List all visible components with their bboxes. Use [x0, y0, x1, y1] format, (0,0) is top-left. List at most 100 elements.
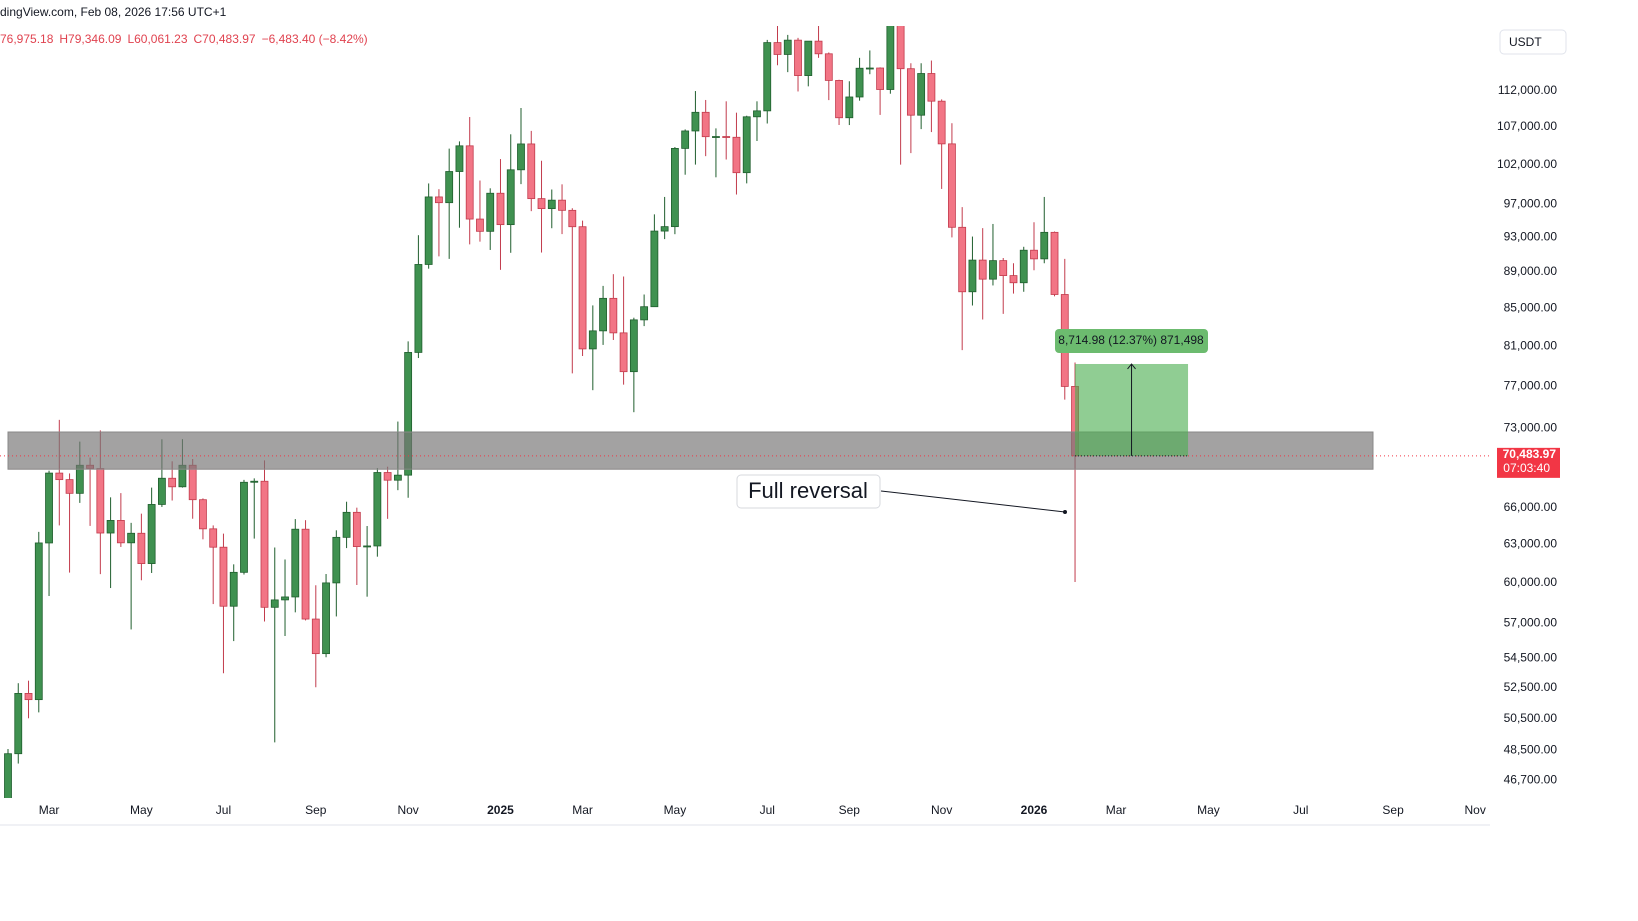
candle-body [609, 297, 618, 334]
candle-body [691, 111, 700, 132]
candle-body [363, 545, 372, 548]
y-tick-label: 77,000.00 [1504, 378, 1558, 392]
candle-body [424, 196, 433, 265]
candle-body [404, 352, 413, 476]
y-tick-label: 57,000.00 [1504, 615, 1558, 629]
x-tick-label: Mar [39, 803, 60, 817]
candle-body [352, 511, 361, 547]
ohlc-low: L60,061.23 [127, 32, 188, 46]
candle-body [14, 693, 23, 755]
y-tick-label: 102,000.00 [1497, 157, 1557, 171]
candle-body [753, 110, 761, 118]
candle-body [486, 192, 495, 232]
y-tick-label: 73,000.00 [1504, 420, 1558, 434]
candle-body [414, 264, 423, 353]
candle-body [599, 297, 607, 332]
candle-body [1040, 231, 1049, 260]
candle-body [311, 618, 320, 655]
x-tick-label: Mar [572, 803, 593, 817]
candle-body [906, 68, 915, 116]
candle-body [65, 479, 74, 494]
candle-body [322, 582, 330, 655]
y-tick-label: 85,000.00 [1504, 300, 1558, 314]
candle-body [455, 145, 464, 172]
measure-arrowhead [1127, 363, 1136, 370]
candle-body [517, 143, 525, 171]
candle-body [96, 468, 105, 534]
y-tick-label: 63,000.00 [1504, 536, 1558, 550]
x-tick-label: May [1197, 803, 1220, 817]
candle-body [1030, 249, 1038, 260]
candle-body [199, 499, 207, 530]
y-tick-label: 48,500.00 [1504, 743, 1558, 757]
candle-body [927, 73, 936, 102]
x-tick-label: May [664, 803, 687, 817]
candle-body [660, 226, 669, 232]
candle-body [342, 511, 351, 538]
candle-body [558, 199, 566, 211]
candle-body [1019, 249, 1028, 284]
candle-body [55, 472, 64, 481]
overlay: 8,714.98 (12.37%) 871,498 Full reversal [0, 328, 1490, 514]
candle-body [373, 472, 382, 547]
candle-body [619, 332, 628, 373]
candle-body [681, 130, 690, 149]
candle-body [219, 546, 228, 607]
callout-text: Full reversal [748, 478, 868, 503]
candle-body [917, 73, 926, 116]
last-price-tag [1497, 447, 1560, 478]
x-tick-label: Jul [216, 803, 231, 817]
y-tick-label: 54,500.00 [1504, 651, 1558, 665]
candle-body [937, 100, 946, 145]
candle-body [24, 693, 33, 701]
y-tick-label: 46,700.00 [1504, 772, 1558, 786]
candle-body [845, 96, 854, 119]
candle-body [824, 53, 833, 81]
x-tick-label: Nov [1465, 803, 1486, 817]
candle-body [896, 26, 905, 70]
y-tick-label: 52,500.00 [1504, 680, 1558, 694]
candle-body [1009, 275, 1018, 284]
currency-label: USDT [1509, 35, 1542, 49]
candle-body [240, 481, 248, 573]
candle-body [250, 480, 259, 483]
candle-body [814, 40, 823, 55]
candle-body [732, 136, 741, 174]
candle-body [968, 259, 977, 293]
candle-body [701, 111, 710, 138]
candle-body [168, 477, 177, 488]
x-tick-label: Jul [760, 803, 775, 817]
x-tick-label: Jul [1293, 803, 1308, 817]
x-tick-label: Sep [839, 803, 861, 817]
candle-body [260, 480, 269, 608]
currency-box[interactable] [1499, 29, 1567, 55]
candle-body [547, 199, 556, 210]
candle-body [978, 259, 987, 280]
ohlc-close: C70,483.97 [193, 32, 256, 46]
candle-body [527, 143, 536, 200]
x-tick-label: Sep [1382, 803, 1404, 817]
candle-body [4, 753, 12, 798]
candle-body [127, 532, 136, 544]
candle-body [712, 136, 720, 138]
y-tick-label: 50,500.00 [1504, 711, 1558, 725]
x-tick-label: May [130, 803, 153, 817]
candle-body [106, 520, 115, 534]
candle-body [435, 196, 443, 204]
callout-line [880, 490, 1066, 513]
candle-body [281, 596, 289, 601]
candle-body [876, 67, 884, 90]
x-tick-label: 2025 [487, 803, 514, 817]
measure-label: 8,714.98 (12.37%) 871,498 [1058, 333, 1204, 347]
candle-body [568, 209, 577, 228]
candle-body [742, 116, 751, 174]
x-tick-label: Mar [1106, 803, 1127, 817]
candle-body [496, 192, 505, 226]
candle-body [157, 477, 166, 505]
callout-dot [1063, 510, 1067, 514]
candle-body [855, 67, 864, 98]
y-tick-label: 107,000.00 [1497, 119, 1557, 133]
candle-body [445, 171, 454, 204]
candle-body [835, 80, 843, 119]
